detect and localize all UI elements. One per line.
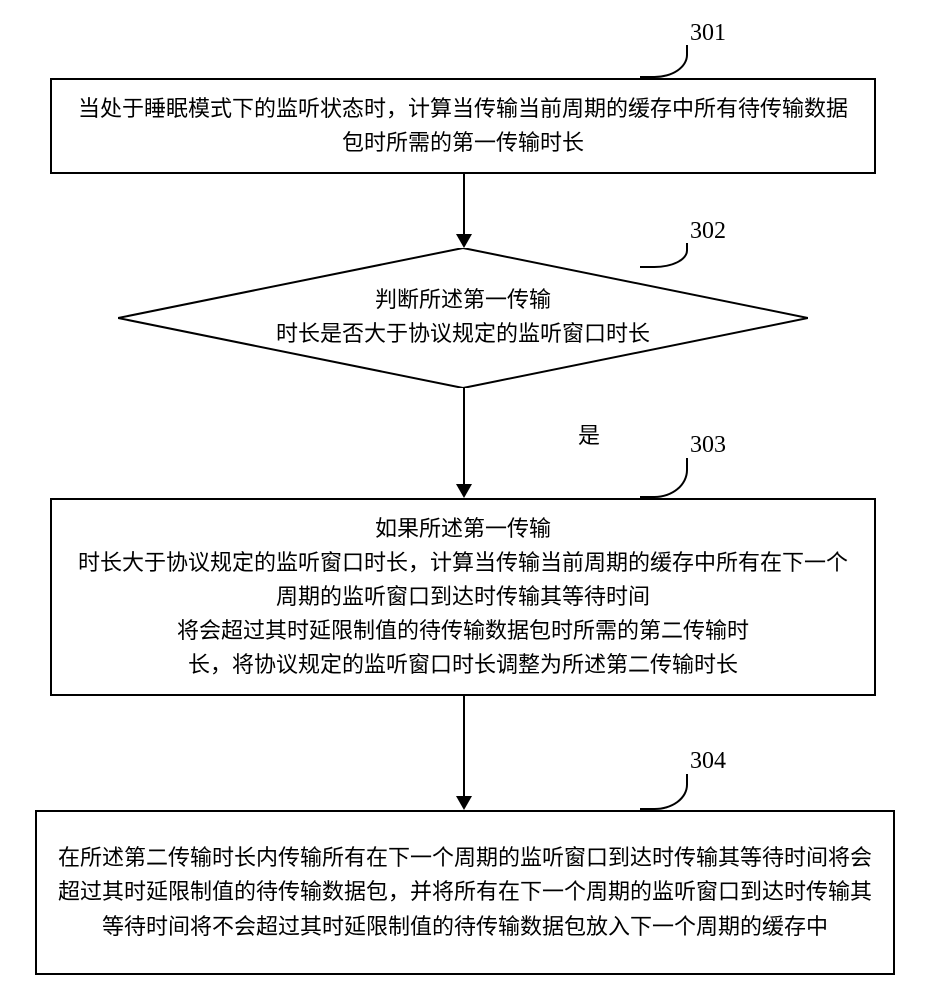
node-303-text: 如果所述第一传输 时长大于协议规定的监听窗口时长，计算当传输当前周期的缓存中所有… [72,512,854,682]
arrow-3-line [463,696,465,796]
node-301: 当处于睡眠模式下的监听状态时，计算当传输当前周期的缓存中所有待传输数据包时所需的… [50,78,876,174]
node-304: 在所述第二传输时长内传输所有在下一个周期的监听窗口到达时传输其等待时间将会超过其… [35,810,895,975]
label-302: 302 [690,218,726,245]
label-304: 304 [690,748,726,775]
leader-303 [640,458,688,498]
label-303: 303 [690,432,726,459]
node-302-line2: 时长是否大于协议规定的监听窗口时长 [276,321,650,346]
leader-304 [640,774,688,810]
node-304-text: 在所述第二传输时长内传输所有在下一个周期的监听窗口到达时传输其等待时间将会超过其… [57,841,873,943]
node-301-text: 当处于睡眠模式下的监听状态时，计算当传输当前周期的缓存中所有待传输数据包时所需的… [72,92,854,160]
arrow-2-head [456,484,472,498]
arrow-1-line [463,174,465,234]
node-302-line1: 判断所述第一传输 [375,287,551,312]
edge-yes-label: 是 [578,418,600,450]
node-302-text: 判断所述第一传输 时长是否大于协议规定的监听窗口时长 [213,283,713,351]
arrow-1-head [456,234,472,248]
node-303: 如果所述第一传输 时长大于协议规定的监听窗口时长，计算当传输当前周期的缓存中所有… [50,498,876,696]
label-301: 301 [690,20,726,47]
leader-301 [640,45,688,78]
flowchart-container: 301 当处于睡眠模式下的监听状态时，计算当传输当前周期的缓存中所有待传输数据包… [0,0,927,1000]
arrow-2-line [463,388,465,484]
arrow-3-head [456,796,472,810]
